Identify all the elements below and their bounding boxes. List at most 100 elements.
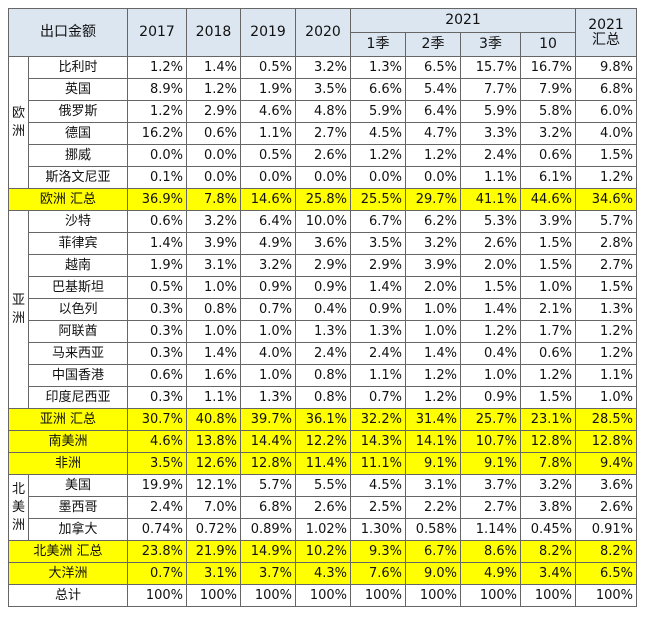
value-cell: 1.6% xyxy=(186,364,241,387)
value-cell: 1.1% xyxy=(350,364,406,387)
data-row: 墨西哥 2.4% 7.0% 6.8% 2.6% 2.5% 2.2% 2.7% 3.8% 2.6% xyxy=(9,496,638,519)
value-cell: 6.4% xyxy=(405,100,461,123)
value-cell: 5.7% xyxy=(240,474,296,497)
value-cell: 0.0% xyxy=(240,166,296,189)
value-cell: 3.1% xyxy=(186,562,241,585)
value-cell: 39.7% xyxy=(240,408,296,431)
value-cell: 1.5% xyxy=(519,254,577,277)
value-cell: 0.6% xyxy=(186,122,241,145)
value-cell: 4.9% xyxy=(460,562,521,585)
value-cell: 6.5% xyxy=(405,56,461,79)
value-cell: 0.4% xyxy=(460,342,521,365)
data-row: 加拿大 0.74% 0.72% 0.89% 1.02% 1.30% 0.58% 1.14% 0.… xyxy=(9,518,638,541)
country-name: 沙特 xyxy=(28,210,128,233)
value-cell: 3.6% xyxy=(575,474,638,497)
value-cell: 36.9% xyxy=(127,188,187,211)
value-cell: 29.7% xyxy=(405,188,461,211)
period-header: 1季 xyxy=(350,32,406,57)
region-label: 欧洲 xyxy=(8,56,29,189)
year-header: 2018 xyxy=(186,8,241,57)
value-cell: 6.1% xyxy=(519,166,577,189)
value-cell: 0.9% xyxy=(350,298,406,321)
data-row: 俄罗斯 1.2% 2.9% 4.6% 4.8% 5.9% 6.4% 5.9% 5.8% 6.0% xyxy=(9,100,638,123)
value-cell: 0.9% xyxy=(460,386,521,409)
country-name: 斯洛文尼亚 xyxy=(28,166,128,189)
value-cell: 0.7% xyxy=(127,562,187,585)
value-cell: 9.4% xyxy=(575,452,638,475)
country-name: 巴基斯坦 xyxy=(28,276,128,299)
value-cell: 1.4% xyxy=(405,342,461,365)
value-cell: 1.3% xyxy=(240,386,296,409)
value-cell: 1.5% xyxy=(460,276,521,299)
value-cell: 0.6% xyxy=(127,210,187,233)
value-cell: 19.9% xyxy=(127,474,187,497)
value-cell: 3.2% xyxy=(519,122,577,145)
summary-row: 亚洲 汇总 30.7% 40.8% 39.7% 36.1% 32.2% 31.4% 25.7%… xyxy=(8,408,638,431)
value-cell: 11.4% xyxy=(295,452,351,475)
value-cell: 4.3% xyxy=(295,562,351,585)
value-cell: 15.7% xyxy=(460,56,521,79)
value-cell: 36.1% xyxy=(295,408,351,431)
value-cell: 0.0% xyxy=(295,166,351,189)
value-cell: 1.5% xyxy=(575,276,638,299)
country-name: 挪威 xyxy=(28,144,128,167)
value-cell: 5.7% xyxy=(575,210,638,233)
header-row: 出口金额 2017 2018 2019 2020 2021 2021 汇总 xyxy=(8,8,638,57)
total-header-line: 汇总 xyxy=(592,31,621,48)
group-header: 2021 xyxy=(349,8,577,33)
value-cell: 34.6% xyxy=(575,188,638,211)
value-cell: 1.0% xyxy=(575,386,638,409)
value-cell: 100% xyxy=(575,584,638,607)
value-cell: 9.0% xyxy=(405,562,461,585)
value-cell: 4.0% xyxy=(240,342,296,365)
value-cell: 2.0% xyxy=(460,254,521,277)
value-cell: 4.5% xyxy=(350,474,406,497)
value-cell: 1.0% xyxy=(240,320,296,343)
value-cell: 4.7% xyxy=(405,122,461,145)
value-cell: 1.4% xyxy=(127,232,187,255)
value-cell: 2.2% xyxy=(405,496,461,519)
value-cell: 8.9% xyxy=(127,78,187,101)
value-cell: 2.4% xyxy=(295,342,351,365)
value-cell: 30.7% xyxy=(127,408,187,431)
value-cell: 31.4% xyxy=(405,408,461,431)
value-cell: 5.9% xyxy=(460,100,521,123)
value-cell: 2.4% xyxy=(460,144,521,167)
value-cell: 5.3% xyxy=(460,210,521,233)
value-cell: 0.5% xyxy=(240,144,296,167)
value-cell: 0.3% xyxy=(127,386,187,409)
value-cell: 3.4% xyxy=(519,562,577,585)
data-row: 马来西亚 0.3% 1.4% 4.0% 2.4% 2.4% 1.4% 0.4% 0.6% 1.2% xyxy=(9,342,638,365)
region-label: 亚洲 xyxy=(8,210,29,409)
data-row: 越南 1.9% 3.1% 3.2% 2.9% 2.9% 3.9% 2.0% 1.5% 2.7% xyxy=(9,254,638,277)
value-cell: 1.0% xyxy=(405,298,461,321)
value-cell: 1.7% xyxy=(519,320,577,343)
data-row: 德国 16.2% 0.6% 1.1% 2.7% 4.5% 4.7% 3.3% 3.2% 4.0% xyxy=(9,122,638,145)
value-cell: 1.2% xyxy=(575,342,638,365)
value-cell: 0.7% xyxy=(240,298,296,321)
value-cell: 1.2% xyxy=(405,364,461,387)
value-cell: 1.14% xyxy=(460,518,521,541)
value-cell: 1.2% xyxy=(186,78,241,101)
value-cell: 7.6% xyxy=(350,562,406,585)
value-cell: 1.2% xyxy=(350,144,406,167)
value-cell: 1.0% xyxy=(519,276,577,299)
year-header: 2017 xyxy=(127,8,187,57)
value-cell: 2.9% xyxy=(186,100,241,123)
value-cell: 6.8% xyxy=(240,496,296,519)
value-cell: 3.2% xyxy=(240,254,296,277)
value-cell: 5.8% xyxy=(519,100,577,123)
value-cell: 0.0% xyxy=(350,166,406,189)
value-cell: 9.1% xyxy=(405,452,461,475)
value-cell: 1.2% xyxy=(405,386,461,409)
value-cell: 41.1% xyxy=(460,188,521,211)
summary-row: 大洋洲 0.7% 3.1% 3.7% 4.3% 7.6% 9.0% 4.9% 3.4% 6.5% xyxy=(8,562,638,585)
value-cell: 7.0% xyxy=(186,496,241,519)
summary-name: 北美洲 汇总 xyxy=(8,540,128,563)
data-row: 斯洛文尼亚 0.1% 0.0% 0.0% 0.0% 0.0% 0.0% 1.1% 6.1% 1.2… xyxy=(9,166,638,189)
value-cell: 0.1% xyxy=(127,166,187,189)
value-cell: 3.6% xyxy=(295,232,351,255)
value-cell: 1.3% xyxy=(575,298,638,321)
value-cell: 10.7% xyxy=(460,430,521,453)
country-name: 中国香港 xyxy=(28,364,128,387)
